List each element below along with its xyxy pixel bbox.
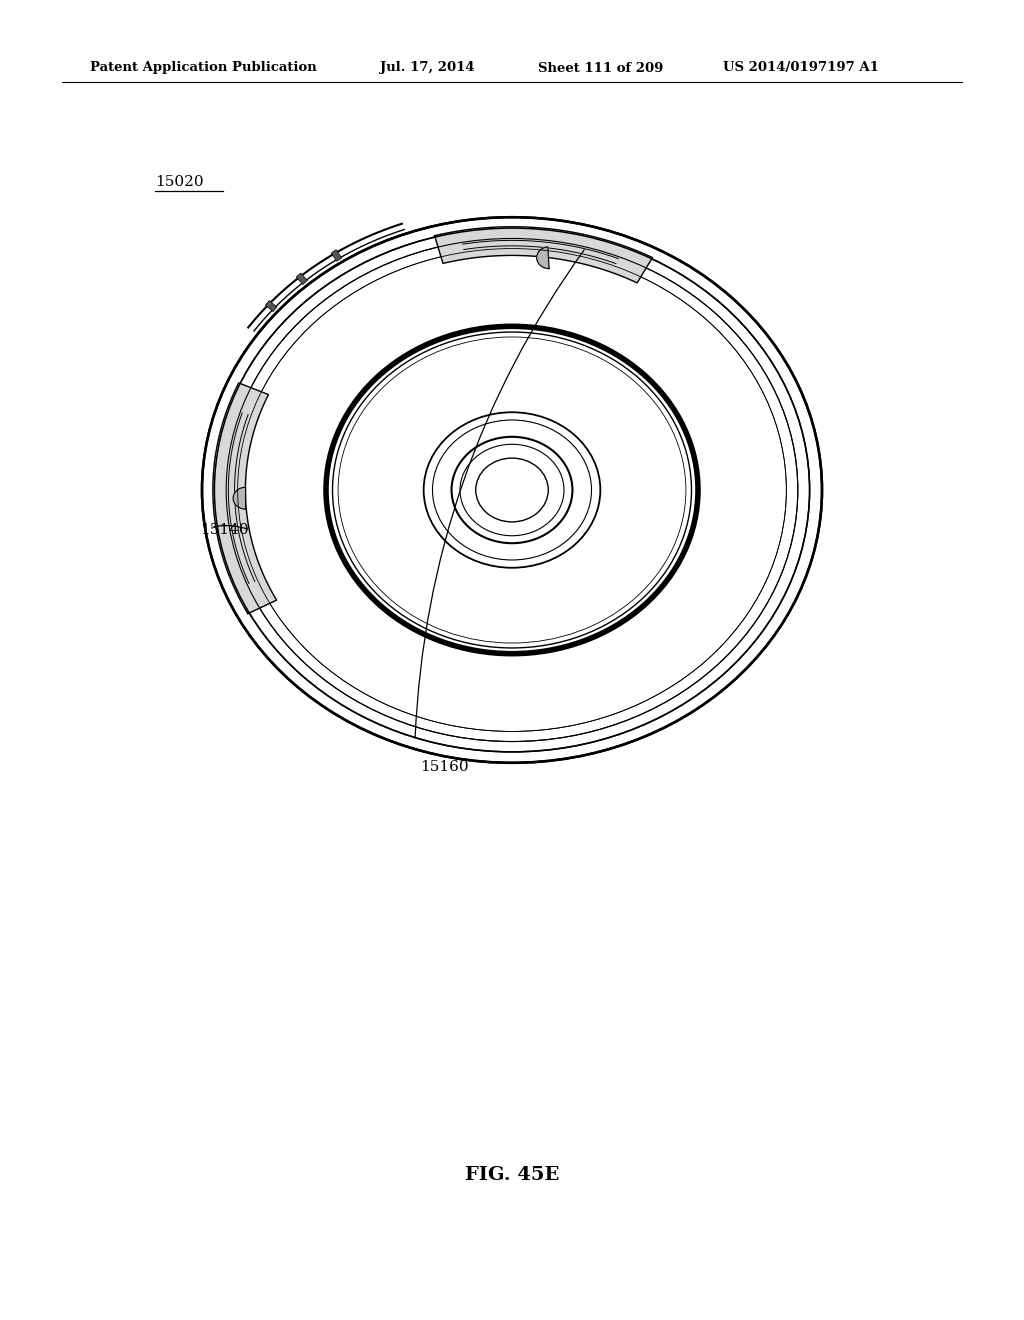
Text: Jul. 17, 2014: Jul. 17, 2014 <box>380 62 475 74</box>
Polygon shape <box>537 247 549 268</box>
Bar <box>296 273 307 285</box>
Text: 15140: 15140 <box>200 523 249 537</box>
Text: US 2014/0197197 A1: US 2014/0197197 A1 <box>723 62 879 74</box>
Polygon shape <box>434 227 652 282</box>
Text: Sheet 111 of 209: Sheet 111 of 209 <box>538 62 664 74</box>
Polygon shape <box>233 487 246 510</box>
Text: FIG. 45E: FIG. 45E <box>465 1166 559 1184</box>
Bar <box>265 301 276 312</box>
Polygon shape <box>213 383 276 614</box>
Text: 15160: 15160 <box>420 760 469 774</box>
Bar <box>331 249 342 261</box>
Text: 15020: 15020 <box>155 176 204 189</box>
Text: Patent Application Publication: Patent Application Publication <box>90 62 316 74</box>
